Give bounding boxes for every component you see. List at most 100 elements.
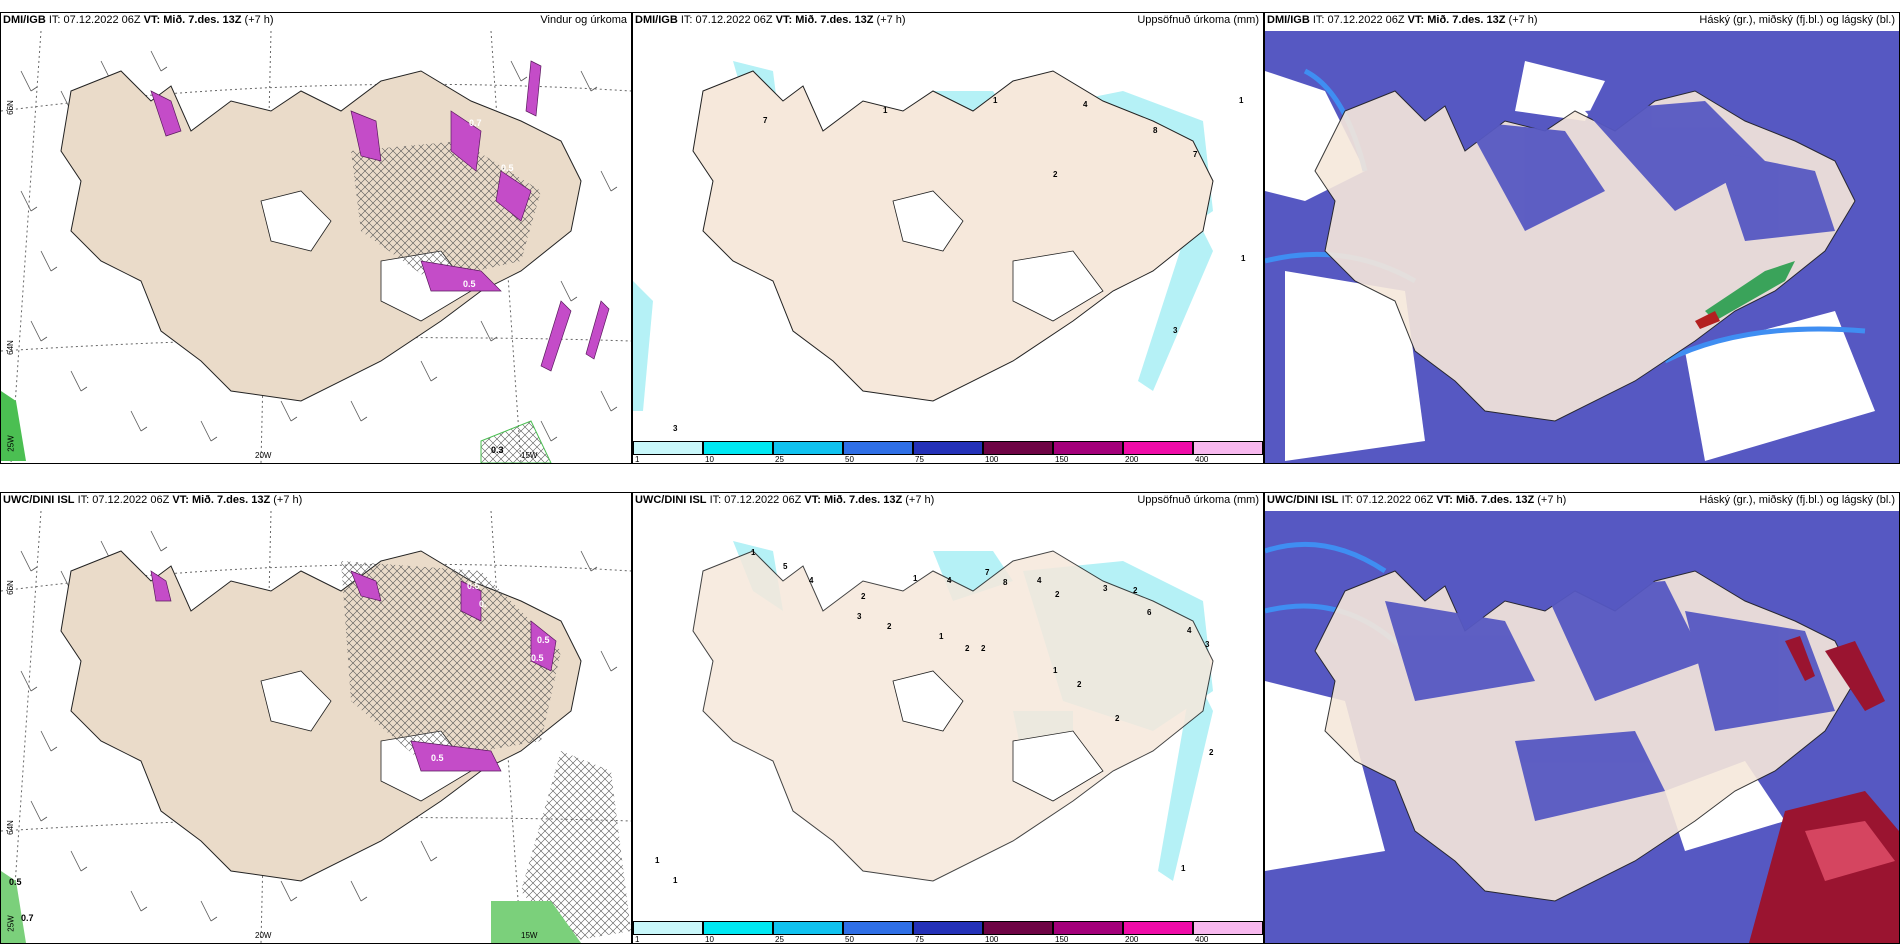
- precip-label: 0.: [479, 599, 487, 609]
- svg-text:2: 2: [981, 644, 986, 653]
- precip-value-labels: 0.5 0. 0.5 0.5 0.5 0.5 0.7: [9, 581, 550, 923]
- colorbar-tick: 150: [1055, 455, 1069, 464]
- svg-text:1: 1: [655, 856, 660, 865]
- hatched-precip-se: [521, 751, 631, 943]
- svg-text:6: 6: [1147, 608, 1152, 617]
- hatched-green-se: [480, 420, 552, 463]
- colorbar-swatch: [843, 921, 913, 935]
- colorbar-tick: 75: [915, 935, 924, 944]
- svg-text:7: 7: [763, 116, 768, 125]
- map-panel-dmi-clouds: DMI/IGB IT: 07.12.2022 06Z VT: Mið. 7.de…: [1264, 12, 1900, 464]
- precip-areas: [150, 570, 557, 772]
- colorbar-tick: 50: [845, 935, 854, 944]
- hatched-precip-area: [341, 561, 561, 761]
- panel-title: DMI/IGB IT: 07.12.2022 06Z VT: Mið. 7.de…: [3, 14, 274, 26]
- colorbar-tick: 100: [985, 455, 999, 464]
- precip-label: 0.5: [537, 635, 550, 645]
- svg-text:2: 2: [887, 622, 892, 631]
- map-area: 0.5 0. 0.5 0.5 0.5 0.5 0.7 66N 64N 25W 2…: [1, 511, 631, 943]
- svg-text:7: 7: [1193, 150, 1198, 159]
- high-cloud-streak: [1705, 261, 1795, 321]
- precip-label: 0.5: [463, 279, 476, 289]
- svg-text:2: 2: [1115, 714, 1120, 723]
- lat-label-64n: 64N: [5, 340, 15, 355]
- green-precip-sw: [1, 391, 26, 461]
- lat-label-64n: 64N: [5, 820, 15, 835]
- colorbar-swatch: [1123, 441, 1193, 455]
- colorbar-tick: 200: [1125, 935, 1139, 944]
- svg-text:5: 5: [783, 562, 788, 571]
- colorbar-swatch: [773, 921, 843, 935]
- panel-title: DMI/IGB IT: 07.12.2022 06Z VT: Mið. 7.de…: [635, 14, 906, 26]
- map-area: 0.7 0.5 0.5 0.3 66N 64N 25W 20W 15W: [1, 31, 631, 463]
- colorbar-swatch: [1123, 921, 1193, 935]
- colorbar-swatch: [983, 441, 1053, 455]
- map-panel-dmi-accum-precip: DMI/IGB IT: 07.12.2022 06Z VT: Mið. 7.de…: [632, 12, 1264, 464]
- colorbar-swatch: [843, 441, 913, 455]
- colorbar-swatch: [1053, 441, 1123, 455]
- colorbar: (function(){ var s=document.currentScrip…: [633, 441, 1263, 463]
- svg-text:2: 2: [861, 592, 866, 601]
- map-panel-uwc-clouds: UWC/DINI ISL IT: 07.12.2022 06Z VT: Mið.…: [1264, 492, 1900, 944]
- colorbar-swatch: [1193, 921, 1263, 935]
- precip-label: 0.5: [531, 653, 544, 663]
- svg-text:1: 1: [883, 106, 888, 115]
- colorbar-swatch: [1193, 441, 1263, 455]
- svg-text:4: 4: [947, 576, 952, 585]
- map-panel-dmi-wind-precip: DMI/IGB IT: 07.12.2022 06Z VT: Mið. 7.de…: [0, 12, 632, 464]
- precip-label: 0.7: [469, 118, 482, 128]
- svg-text:3: 3: [673, 424, 678, 433]
- colorbar-swatch: [1053, 921, 1123, 935]
- colorbar-tick: 25: [775, 935, 784, 944]
- svg-text:7: 7: [985, 568, 990, 577]
- precip-value-labels: 0.7 0.5 0.5 0.3: [463, 118, 514, 455]
- lat-label-66n: 66N: [5, 100, 15, 115]
- lon-label-25w: 25W: [6, 915, 16, 932]
- panel-variable-title: Háský (gr.), miðský (fj.bl.) og lágský (…: [1699, 494, 1895, 506]
- svg-text:8: 8: [1003, 578, 1008, 587]
- green-precip-sw: [1, 871, 26, 943]
- colorbar-tick: 75: [915, 455, 924, 464]
- cloud-cover-over-land: [1465, 101, 1835, 241]
- colorbar-swatch: [913, 441, 983, 455]
- colorbar-swatch: [703, 441, 773, 455]
- panel-variable-title: Vindur og úrkoma: [540, 14, 627, 26]
- svg-text:1: 1: [1181, 864, 1186, 873]
- precip-label: 0.3: [491, 445, 504, 455]
- precip-label: 0.5: [467, 581, 480, 591]
- colorbar-tick: 50: [845, 455, 854, 464]
- accum-value-labels: 7 1 1 4 8 7 2 1 1 3 3: [673, 96, 1246, 433]
- svg-text:3: 3: [857, 612, 862, 621]
- svg-text:3: 3: [1173, 326, 1178, 335]
- precip-label: 0.5: [9, 877, 22, 887]
- colorbar-tick: 400: [1195, 935, 1209, 944]
- colorbar-swatch: [633, 441, 703, 455]
- svg-text:2: 2: [1077, 680, 1082, 689]
- svg-text:1: 1: [1241, 254, 1246, 263]
- precip-areas: [150, 60, 610, 372]
- colorbar-tick: 1: [635, 455, 640, 464]
- colorbar-tick: 200: [1125, 455, 1139, 464]
- svg-text:3: 3: [1205, 640, 1210, 649]
- svg-text:2: 2: [1055, 590, 1060, 599]
- colorbar-tick: 400: [1195, 455, 1209, 464]
- map-panel-uwc-wind-precip: UWC/DINI ISL IT: 07.12.2022 06Z VT: Mið.…: [0, 492, 632, 944]
- map-area: 7 1 1 4 8 7 2 1 1 3 3 (function(){ var s=docume…: [633, 31, 1263, 463]
- svg-text:1: 1: [913, 574, 918, 583]
- svg-text:1: 1: [939, 632, 944, 641]
- precip-label: 0.5: [501, 163, 514, 173]
- lon-label-20w: 20W: [255, 451, 272, 460]
- colorbar-tick: 1: [635, 935, 640, 944]
- panel-title: UWC/DINI ISL IT: 07.12.2022 06Z VT: Mið.…: [1267, 494, 1567, 506]
- colorbar: (function(){ var s=document.currentScrip…: [633, 921, 1263, 943]
- lon-label-15w: 15W: [521, 931, 538, 940]
- precip-label: 0.5: [431, 753, 444, 763]
- map-area: [1265, 31, 1899, 463]
- hatched-precip-area: [351, 141, 541, 281]
- accum-value-labels: 1 5 4 2 3 2 1 4 7 8 4 2 3 2 6 4 3 1 2 2 1 2 2 2 1 1 1: [655, 548, 1214, 885]
- lat-label-66n: 66N: [5, 580, 15, 595]
- svg-text:4: 4: [809, 576, 814, 585]
- svg-text:2: 2: [1209, 748, 1214, 757]
- precip-label: 0.7: [21, 913, 34, 923]
- svg-text:1: 1: [1239, 96, 1244, 105]
